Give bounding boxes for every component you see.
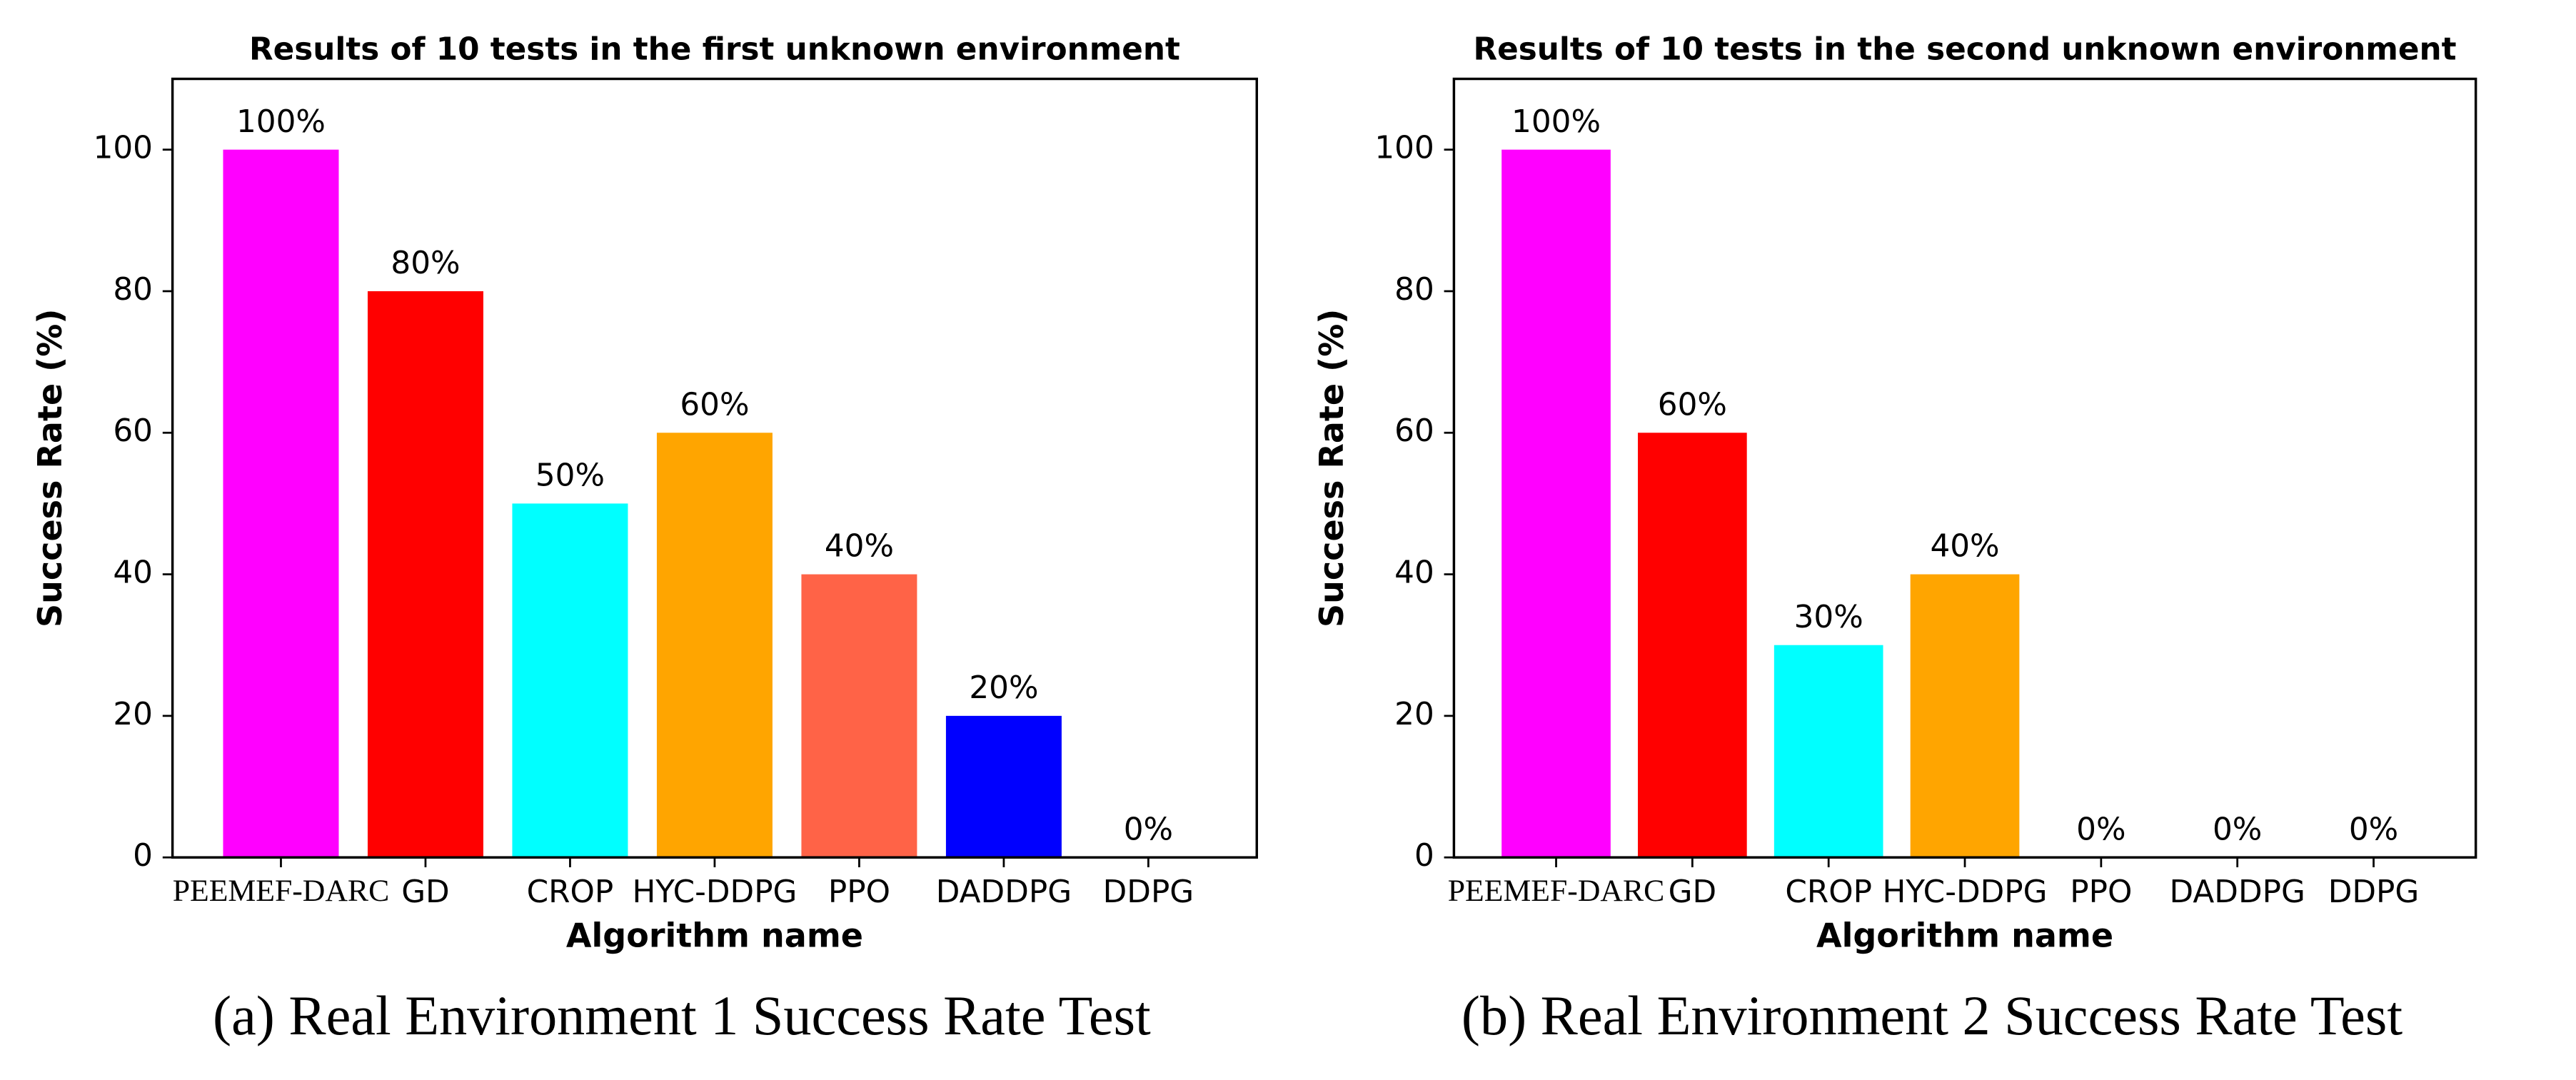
- chart-title: Results of 10 tests in the first unknown…: [249, 31, 1180, 67]
- y-tick-label: 0: [1414, 837, 1434, 874]
- x-tick-label: CROP: [1785, 874, 1872, 910]
- value-label: 0%: [1124, 811, 1173, 847]
- y-tick-label: 60: [1394, 413, 1434, 449]
- y-tick-label: 100: [94, 130, 153, 166]
- bar: [223, 149, 339, 858]
- value-label: 40%: [825, 528, 894, 565]
- axes-frame: [1452, 77, 2477, 859]
- value-label: 100%: [1511, 104, 1601, 140]
- y-tick-label: 80: [113, 271, 153, 308]
- y-tick-label: 20: [113, 696, 153, 732]
- caption: (a) Real Environment 1 Success Rate Test: [213, 984, 1151, 1046]
- bar: [801, 574, 917, 858]
- bar: [1501, 149, 1611, 858]
- y-tick-label: 80: [1394, 271, 1434, 308]
- value-label: 0%: [2213, 811, 2262, 847]
- bar: [1638, 433, 1747, 858]
- x-tick-label: PEEMEF-DARC: [1448, 874, 1665, 908]
- x-tick-label: HYC-DDPG: [1883, 874, 2048, 910]
- x-axis-label: Algorithm name: [566, 916, 863, 954]
- y-tick-label: 40: [1394, 555, 1434, 591]
- axes-frame: [171, 77, 1259, 859]
- y-tick-label: 40: [113, 555, 153, 591]
- y-tick-label: 100: [1374, 130, 1434, 166]
- bar: [367, 291, 483, 858]
- bar: [1773, 645, 1883, 858]
- value-label: 0%: [2076, 811, 2125, 847]
- x-tick-label: DDPG: [1103, 874, 1194, 910]
- y-tick-label: 0: [133, 837, 153, 874]
- bar: [945, 715, 1062, 858]
- y-axis-label: Success Rate (%): [1312, 309, 1351, 627]
- x-tick-label: HYC-DDPG: [632, 874, 797, 910]
- bar: [1910, 574, 2020, 858]
- x-tick-label: GD: [401, 874, 450, 910]
- value-label: 60%: [680, 386, 749, 423]
- bar: [512, 503, 628, 858]
- value-label: 30%: [1794, 599, 1863, 635]
- x-tick-label: PPO: [828, 874, 890, 910]
- value-label: 0%: [2349, 811, 2398, 847]
- x-tick-label: PPO: [2070, 874, 2132, 910]
- y-axis-label: Success Rate (%): [31, 309, 69, 627]
- y-tick-label: 60: [113, 413, 153, 449]
- bar: [656, 433, 773, 858]
- x-tick-label: GD: [1669, 874, 1717, 910]
- x-axis-label: Algorithm name: [1816, 916, 2113, 954]
- caption: (b) Real Environment 2 Success Rate Test: [1461, 984, 2403, 1046]
- chart-title: Results of 10 tests in the second unknow…: [1473, 31, 2456, 67]
- y-tick-label: 20: [1394, 696, 1434, 732]
- x-tick-label: DADDPG: [936, 874, 1072, 910]
- value-label: 20%: [969, 670, 1038, 706]
- x-tick-label: DADDPG: [2170, 874, 2305, 910]
- value-label: 100%: [236, 104, 326, 140]
- value-label: 40%: [1930, 528, 1999, 565]
- x-tick-label: PEEMEF-DARC: [173, 874, 390, 908]
- value-label: 50%: [535, 458, 605, 494]
- value-label: 80%: [391, 245, 460, 281]
- value-label: 60%: [1658, 386, 1727, 423]
- x-tick-label: DDPG: [2328, 874, 2420, 910]
- x-tick-label: CROP: [527, 874, 614, 910]
